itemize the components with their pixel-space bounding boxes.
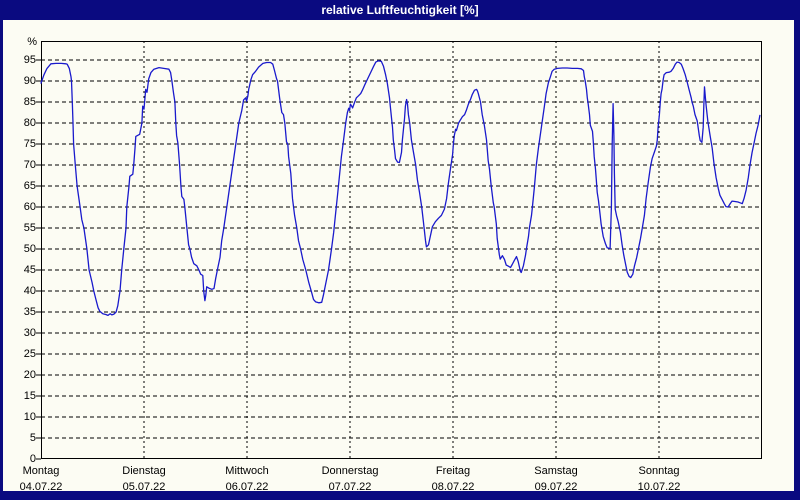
day-date-label: 04.07.22 — [19, 481, 63, 493]
y-tick-label: 65 — [23, 180, 36, 192]
day-name-label: Freitag — [435, 465, 471, 477]
y-tick-label: 10 — [23, 411, 36, 423]
day-date-label: 06.07.22 — [225, 481, 269, 493]
day-date-label: 07.07.22 — [328, 481, 372, 493]
y-tick-label: 15 — [23, 390, 36, 402]
y-tick-label: 95 — [23, 54, 36, 66]
y-tick-label: 0 — [29, 453, 36, 465]
day-date-label: 09.07.22 — [534, 481, 578, 493]
day-date-label: 08.07.22 — [431, 481, 475, 493]
y-tick-label: 30 — [23, 327, 36, 339]
day-date-label: 10.07.22 — [637, 481, 681, 493]
window-titlebar[interactable]: relative Luftfeuchtigkeit [%] — [0, 0, 800, 20]
y-tick-label: 85 — [23, 96, 36, 108]
y-tick-label: 90 — [23, 75, 36, 87]
y-tick-label: 80 — [23, 117, 36, 129]
y-tick-label: 40 — [23, 285, 36, 297]
y-tick-label: 75 — [23, 138, 36, 150]
humidity-line-chart — [36, 41, 762, 460]
day-name-label: Montag — [22, 465, 60, 477]
humidity-series-line — [40, 60, 761, 317]
plot-border — [41, 41, 762, 459]
day-name-label: Donnerstag — [321, 465, 379, 477]
y-tick-label: 70 — [23, 159, 36, 171]
y-tick-label: 5 — [29, 432, 36, 444]
chart-panel — [3, 20, 794, 491]
y-tick-label: 20 — [23, 369, 36, 381]
y-axis-unit-label: % — [27, 36, 37, 48]
y-tick-label: 60 — [23, 201, 36, 213]
y-tick-label: 25 — [23, 348, 36, 360]
y-tick-label: 35 — [23, 306, 36, 318]
window-title: relative Luftfeuchtigkeit [%] — [321, 3, 479, 17]
day-name-label: Sonntag — [638, 465, 680, 477]
y-tick-label: 50 — [23, 243, 36, 255]
day-name-label: Mittwoch — [225, 465, 269, 477]
y-tick-label: 45 — [23, 264, 36, 276]
day-name-label: Dienstag — [122, 465, 166, 477]
y-tick-label: 55 — [23, 222, 36, 234]
day-date-label: 05.07.22 — [122, 481, 166, 493]
day-name-label: Samstag — [534, 465, 578, 477]
